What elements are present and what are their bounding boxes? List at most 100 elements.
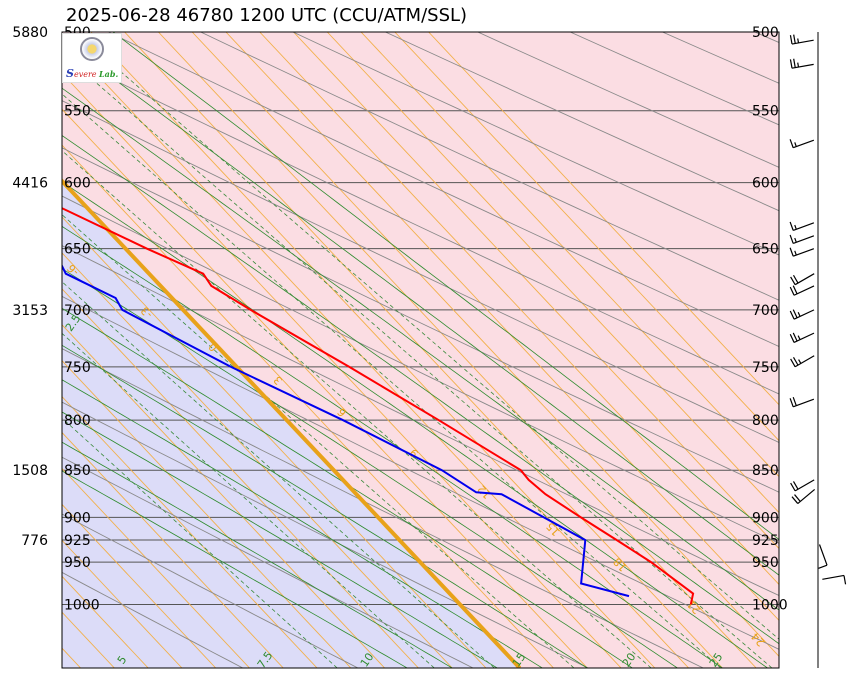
wind-barb-13 [789,139,815,149]
pressure-label-650: 650 [64,242,91,258]
wind-barb-flag [789,139,794,148]
isotherm-9 [62,72,622,668]
wind-barb-half [797,312,801,317]
pressure-label-600: 600 [64,176,91,192]
altitude-labels: 5880 4416 3153 1508 776 [12,25,48,549]
wind-barbs [789,34,847,585]
moist-adiabat--6 [62,441,453,668]
wind-barb-staff [793,285,815,296]
wind-barb-flag [792,309,798,319]
moist-adiabat-10 [62,307,633,668]
isotherm--12 [62,324,385,668]
isotherm--9 [62,288,419,668]
wind-barb-half [797,38,800,43]
wind-barb-11 [789,234,815,244]
below-freezing-region [62,32,520,668]
moist-adiabat-2 [62,379,543,668]
wind-barb-flag [793,34,796,44]
wind-barb-0 [822,574,847,585]
wind-barb-15 [789,34,814,45]
wind-barb-staff [794,479,815,492]
wind-barb-14 [789,58,814,69]
dry-adiabat--20 [62,513,359,668]
wind-barb-flag [793,58,796,68]
wind-barb-flag [818,564,828,569]
isotherm--30 [62,539,183,668]
wind-barb-6 [789,332,815,343]
wind-barb-flag [792,285,798,295]
wind-barb-staff [794,355,815,368]
wind-barb-7 [789,309,815,320]
wind-barb-1 [818,544,828,569]
isotherm-45 [428,32,779,406]
moist-adiabat-26 [62,135,779,645]
seal-icon [80,37,104,61]
wind-barb-flag [789,221,794,231]
pressure-label-right-650: 650 [752,242,779,258]
dry-adiabat-20 [62,295,779,650]
isotherm--42 [0,32,47,668]
wind-barb-flag [791,496,799,504]
wind-barb-staff [822,574,845,580]
mixing-ratio-12 [62,93,722,668]
isotherm--27 [62,503,217,668]
moist-adiabat-22 [62,181,768,668]
wind-barb-flag [792,274,799,284]
wind-barb-staff [792,222,815,231]
wind-barb-half [797,335,801,340]
wind-barb-3 [790,479,815,492]
isotherm-21 [158,32,757,668]
pressure-label-right-600: 600 [752,176,779,192]
above-freezing-region [62,32,779,668]
pressure-label-950: 950 [64,555,91,571]
wind-barb-flag [789,35,793,45]
pressure-labels-right: 500 550 600 650 700 750 800 850 900 925 950 1000 [752,25,788,613]
pressure-label-750: 750 [64,360,91,376]
wind-barb-staff [792,398,815,408]
chart-title: 2025-06-28 46780 1200 UTC (CCU/ATM/SSL) [66,5,468,26]
moist-adiabat-34 [62,40,779,576]
mixing-ratio-2 [62,332,435,668]
wind-barb-staff [793,332,815,343]
mixing-ratio-20 [74,32,779,640]
isotherm-39 [360,32,779,478]
pressure-label-right-850: 850 [752,463,779,479]
moist-adiabat-30 [62,87,779,611]
pressure-label-800: 800 [64,413,91,429]
wind-barb-staff [818,544,828,566]
wind-barb-staff [791,63,814,69]
dry-adiabat--30 [62,571,244,668]
wind-barb-flag [789,334,795,343]
altitude-label-4416: 4416 [12,176,48,192]
isotherm-30 [259,32,779,586]
mixing-ratio-labels: 2.55 7.5 10 15 20 25 30 [63,312,799,670]
altitude-label-1508: 1508 [12,463,48,479]
isotherm--3 [62,216,487,668]
dewpoint-profile [62,263,630,598]
dry-adiabat-60 [62,100,779,443]
isotherm-15 [90,32,689,668]
wind-barb-flag [789,247,794,257]
wind-barb-flag [789,59,793,69]
wind-barb-10 [789,247,815,257]
altitude-label-776: 776 [21,533,48,549]
mixing-ratio-label-30: 30 [780,651,799,670]
dry-adiabat-40 [62,195,779,544]
mixing-ratio-3 [62,281,495,668]
wind-barb-flag [790,276,796,286]
dry-adiabat-30 [62,245,779,597]
mixing-ratio-label-15: 15 [510,651,529,670]
moist-adiabat--2 [62,411,498,668]
isotherm-36 [326,32,779,514]
temperature-profile [62,207,695,605]
pressure-label-right-925: 925 [752,533,779,549]
wind-barb-flag [792,357,799,366]
altitude-label-3153: 3153 [12,303,48,319]
wind-barb-half [794,237,797,243]
wind-barb-flag [789,234,794,244]
isotherm-33 [293,32,779,550]
wind-barb-12 [789,221,815,231]
wind-barb-flag [789,398,794,407]
wind-barb-9 [790,273,815,286]
